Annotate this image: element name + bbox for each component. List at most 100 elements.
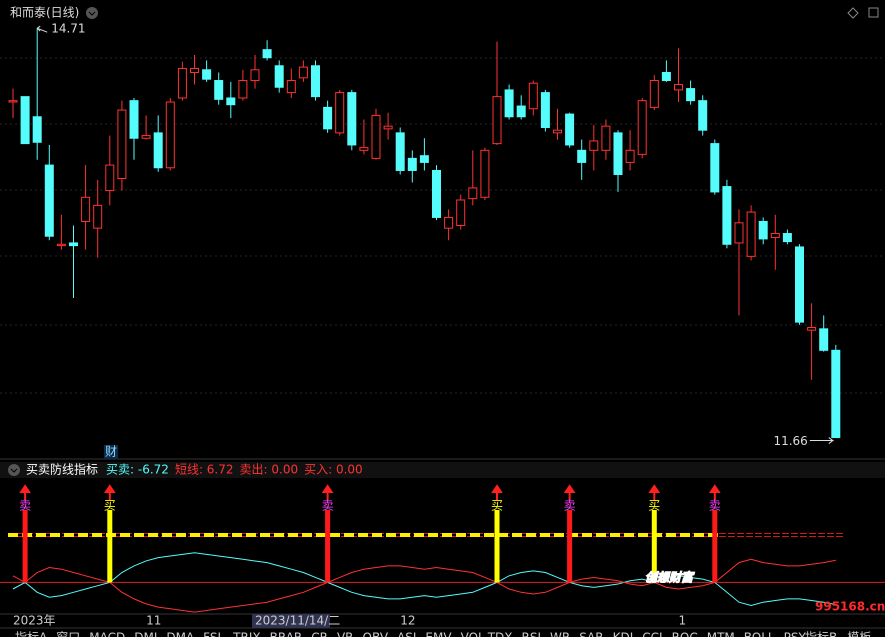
tab[interactable]: SAR [579,631,603,637]
badge-bg [104,445,118,459]
candle-body [528,82,538,110]
candle-body [177,67,187,99]
candle-body [674,84,683,91]
x-tick-label: 11 [146,614,161,628]
candle-body [637,100,647,155]
tab[interactable]: RSI [522,631,542,637]
tab[interactable]: CR [311,631,328,637]
tab[interactable]: 模板 [847,631,871,637]
tab[interactable]: CCI [642,631,662,637]
signal-label: 卖 [564,499,576,513]
annotation-arrow [36,25,48,33]
candle-body [117,109,127,180]
chevron [10,468,18,473]
signal-label: 卖 [709,499,721,513]
tab[interactable]: EMV [425,631,452,637]
candle-body [758,220,768,240]
candle-body [323,106,333,130]
candle-body [444,216,454,229]
tab[interactable]: DMI [134,631,157,637]
candle-body [480,149,490,198]
candle-body [359,147,369,151]
crosshair-box [252,614,330,628]
icon[interactable] [847,7,859,19]
candle-body [553,129,562,134]
candle-body [613,132,623,175]
tab[interactable]: ROC [672,631,698,637]
menu-icon[interactable] [8,464,20,476]
candle-body [419,155,429,163]
signal-arrow [103,484,116,500]
tab[interactable]: BOLL [744,631,775,637]
candle-body [214,80,224,100]
candle-body [93,204,103,229]
candle-body [516,105,526,118]
candle-body [8,100,18,103]
candle-body [335,92,345,134]
tab[interactable]: DMA [166,631,195,637]
candle-body [432,169,441,218]
legend-entry: 短线: 6.72 [175,463,234,477]
legend-entry: 买卖: -6.72 [106,463,169,477]
candle-body [577,149,587,163]
tab[interactable]: VOL-TDX [461,631,513,637]
candle-body [589,140,599,151]
candle-body [722,186,732,245]
candle-body [649,80,659,108]
candle-body [226,97,236,106]
tab[interactable]: PSY [784,631,807,637]
menu-icon[interactable] [86,7,98,19]
signal-arrow [321,484,334,500]
tab[interactable]: KDJ [613,631,634,637]
candle-body [686,88,696,102]
candle-body [468,187,478,200]
tab[interactable]: FSL [203,631,224,637]
candle-body [661,71,671,82]
icon[interactable] [868,7,879,18]
candle-body [407,157,417,171]
tab[interactable]: WR [550,631,570,637]
tab[interactable]: 指标A [15,630,48,637]
tab[interactable]: VR [337,631,354,637]
x-tick-label: 12 [400,614,415,628]
candle-body [141,135,151,139]
candle-body [540,92,550,129]
candle-body [831,349,841,439]
candle-body [770,233,780,239]
signal-label: 买 [491,499,503,513]
tab[interactable]: 指标B [805,630,837,637]
x-tick-label: 2023年 [13,614,56,628]
candle-body [795,246,804,323]
candle-body [298,66,308,79]
badge: 财 [105,445,117,459]
candle-body [311,65,320,98]
signal-label: 卖 [19,499,31,513]
candle-body [32,116,42,143]
tab[interactable]: BRAR [270,631,303,637]
signal-bar [22,510,28,583]
candle-body [105,164,115,192]
candle-body [734,222,744,244]
tab[interactable]: MACD [89,631,125,637]
candle-body [20,96,30,145]
signal-bar [567,510,573,583]
signal-bar [651,510,657,583]
candle-body [782,233,792,243]
tab[interactable]: 窗口 [56,631,80,637]
candle-body [250,69,260,82]
tab[interactable]: OBV [363,631,389,637]
candle-body [190,67,199,73]
tab[interactable]: ASI [397,631,416,637]
annotation: 11.66 [773,434,807,448]
signal-bar [107,510,113,583]
tab[interactable]: MTM [707,631,735,637]
watermark: 创想财富 [645,571,695,585]
candle-body [504,89,514,118]
candle-body [819,328,829,351]
indicator-title: 买卖防线指标 [26,462,98,477]
candle-body [81,196,91,222]
tab[interactable]: TRIX [232,631,260,637]
candle-body [165,101,175,169]
